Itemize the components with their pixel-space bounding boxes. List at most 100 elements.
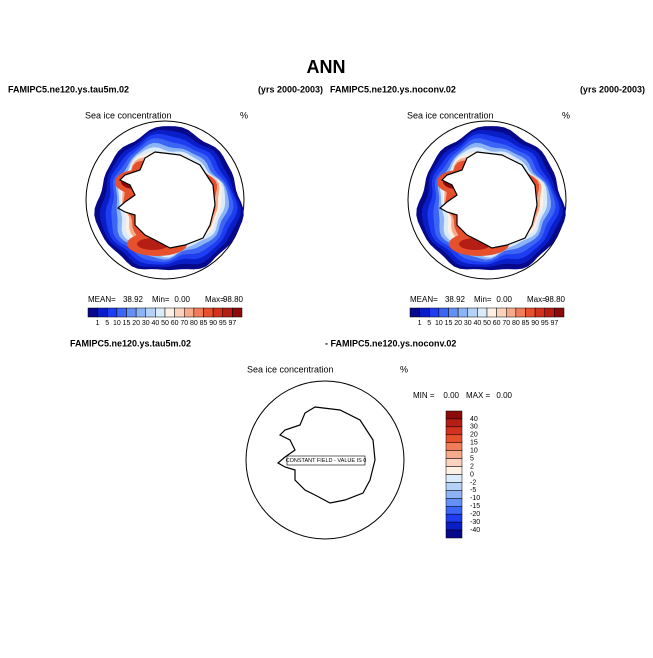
colorbar-box: [145, 307, 156, 318]
colorbar-box: [515, 307, 526, 318]
colorbar-box: [445, 474, 463, 483]
label: 60: [171, 320, 179, 327]
label: 38.92: [123, 295, 144, 304]
label: CONSTANT FIELD - VALUE IS 0: [286, 458, 367, 464]
colorbar-box: [193, 307, 204, 318]
label: 5: [105, 320, 109, 327]
colorbar-box: [409, 307, 420, 318]
label: -5: [470, 487, 476, 494]
label: Sea ice concentration: [247, 364, 334, 374]
label: FAMIPC5.ne120.ys.tau5m.02: [70, 338, 191, 348]
colorbar-box: [445, 490, 463, 499]
label: 90: [531, 320, 539, 327]
label: 0.00: [174, 295, 190, 304]
label: 20: [132, 320, 140, 327]
label: 0.00: [496, 295, 512, 304]
colorbar-box: [135, 307, 146, 318]
colorbar-box: [445, 513, 463, 523]
colorbar-box: [429, 307, 440, 318]
label: - FAMIPC5.ne120.ys.noconv.02: [325, 338, 456, 348]
label: 40: [470, 416, 478, 423]
colorbar-box: [107, 307, 118, 318]
continent: [116, 151, 216, 249]
label: Sea ice concentration: [407, 110, 494, 120]
label: 80: [512, 320, 520, 327]
label: 80: [190, 320, 198, 327]
label: 1: [418, 320, 422, 327]
label: MEAN=: [88, 295, 116, 304]
colorbar-box: [174, 307, 185, 318]
label: Min=: [474, 295, 492, 304]
label: Min=: [152, 295, 170, 304]
label: 15: [123, 320, 131, 327]
label: -15: [470, 503, 480, 510]
colorbar-box: [525, 307, 536, 318]
colorbar-box: [554, 307, 565, 318]
label: -20: [470, 511, 480, 518]
label: %: [240, 110, 248, 120]
colorbar-box: [486, 307, 497, 318]
colorbar-box: [164, 307, 175, 318]
main-title: ANN: [307, 57, 346, 77]
colorbar-box: [534, 307, 545, 318]
label: 97: [228, 320, 236, 327]
colorbar-box: [445, 529, 463, 539]
label: MEAN=: [410, 295, 438, 304]
colorbar-box: [419, 307, 430, 318]
label: 2: [470, 463, 474, 470]
colorbar-box: [496, 307, 507, 318]
colorbar-box: [87, 307, 98, 318]
colorbar-box: [445, 458, 463, 467]
label: 38.92: [445, 295, 466, 304]
colorbar-box: [222, 307, 233, 318]
label: 97: [550, 320, 558, 327]
label: 40: [473, 320, 481, 327]
label: %: [562, 110, 570, 120]
label: FAMIPC5.ne120.ys.noconv.02: [330, 84, 456, 94]
label: 15: [470, 440, 478, 447]
label: Max=: [527, 295, 547, 304]
colorbar-box: [445, 506, 463, 515]
colorbar-box: [544, 307, 555, 318]
colorbar-box: [467, 307, 478, 318]
colorbar-box: [445, 521, 463, 531]
colorbar-box: [445, 442, 463, 451]
label: 0.00: [496, 391, 512, 400]
label: 70: [502, 320, 510, 327]
colorbar-box: [438, 307, 449, 318]
label: 95: [541, 320, 549, 327]
colorbar-box: [445, 450, 463, 459]
colorbar-box: [184, 307, 195, 318]
continent: [438, 151, 538, 249]
label: 0.00: [443, 391, 459, 400]
label: 15: [445, 320, 453, 327]
colorbar-box: [445, 426, 463, 436]
colorbar-box: [116, 307, 127, 318]
label: 95: [219, 320, 227, 327]
colorbar-box: [506, 307, 517, 318]
colorbar-box: [212, 307, 223, 318]
label: FAMIPC5.ne120.ys.tau5m.02: [8, 84, 129, 94]
label: 1: [96, 320, 100, 327]
label: 40: [151, 320, 159, 327]
label: 5: [470, 455, 474, 462]
label: 98.80: [223, 295, 244, 304]
label: 10: [435, 320, 443, 327]
label: (yrs 2000-2003): [580, 84, 645, 94]
label: -2: [470, 479, 476, 486]
colorbar-box: [445, 418, 463, 428]
colorbar-box: [445, 410, 463, 420]
label: Max=: [205, 295, 225, 304]
note-box: [286, 455, 366, 466]
label: -30: [470, 519, 480, 526]
colorbar-box: [477, 307, 488, 318]
label: 50: [483, 320, 491, 327]
label: 30: [142, 320, 150, 327]
label: (yrs 2000-2003): [258, 84, 323, 94]
label: 30: [464, 320, 472, 327]
label: 30: [470, 424, 478, 431]
colorbar-box: [445, 498, 463, 507]
colorbar-box: [457, 307, 468, 318]
colorbar-box: [155, 307, 166, 318]
